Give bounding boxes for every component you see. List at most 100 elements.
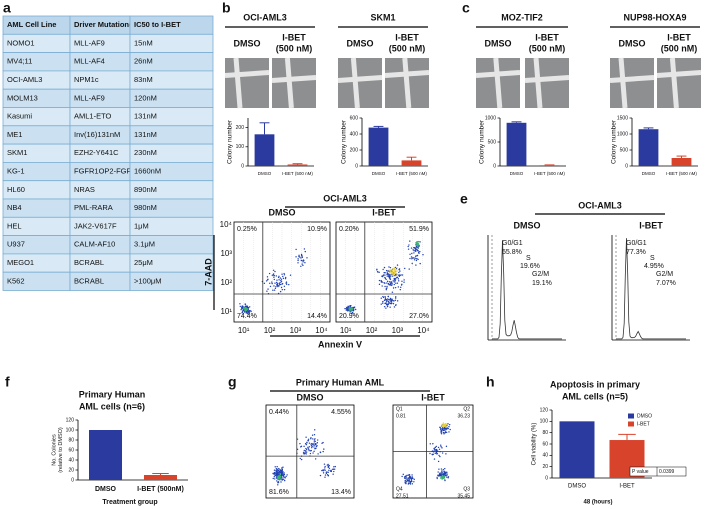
event-dot (280, 476, 282, 478)
event-dot (415, 243, 417, 246)
event-dot (376, 271, 379, 273)
x-tick-label: DMSO (95, 486, 117, 493)
error-bar (643, 127, 654, 130)
event-dot (433, 458, 436, 460)
event-dot (422, 254, 424, 256)
event-dot (326, 473, 329, 476)
group-title: Primary Human AML (296, 377, 385, 387)
phase-label: 55.8% (502, 249, 522, 256)
plot-title: I-BET (372, 207, 396, 217)
event-dot (351, 312, 353, 314)
event-dot (440, 468, 443, 470)
event-dot (281, 288, 284, 291)
event-dot (386, 282, 388, 284)
event-dot (444, 479, 446, 482)
event-dot (327, 465, 330, 468)
event-dot (394, 273, 396, 275)
event-dot (445, 445, 448, 448)
event-dot (281, 467, 283, 469)
event-dot (274, 478, 276, 480)
event-dot (281, 273, 283, 275)
event-dot (277, 276, 280, 279)
event-dot (332, 468, 335, 470)
bar (89, 430, 122, 480)
event-dot (325, 471, 328, 473)
plot-frame (265, 404, 355, 499)
event-dot (284, 477, 287, 479)
y-tick-label: 120 (66, 417, 75, 423)
event-dot (298, 254, 300, 257)
event-dot (396, 276, 399, 279)
event-dot (305, 449, 308, 451)
event-dot (384, 276, 386, 279)
table-text: U937 (7, 240, 25, 249)
event-dot (397, 274, 400, 276)
mesh-line (337, 75, 383, 83)
y-tick-label: 80 (542, 430, 548, 436)
event-dot (414, 257, 416, 259)
mesh-line (233, 57, 243, 109)
event-dot (418, 244, 420, 247)
event-dot (437, 474, 439, 477)
event-dot (435, 445, 438, 448)
event-dot (442, 431, 445, 434)
y-tick-label: 20 (68, 467, 74, 473)
event-dot (324, 465, 326, 468)
event-dot (244, 308, 247, 311)
x-tick-label: 10² (366, 326, 378, 335)
event-dot (378, 283, 381, 286)
event-dot (272, 477, 274, 480)
event-dot (283, 478, 285, 480)
event-dot (384, 296, 386, 298)
event-dot (417, 251, 420, 254)
event-dot (301, 263, 303, 265)
event-dot (415, 242, 417, 244)
event-dot (414, 247, 416, 249)
table-text: MLL-AF9 (74, 93, 105, 102)
event-dot (312, 452, 314, 454)
y-tick-label: 20 (542, 464, 548, 470)
event-dot (295, 248, 297, 251)
event-dot (397, 280, 400, 282)
y-axis-label: No. Colonies (51, 434, 57, 466)
event-dot (344, 307, 346, 310)
x-tick-label: 10¹ (238, 326, 250, 335)
event-dot (241, 306, 243, 309)
event-dot (414, 249, 417, 252)
event-dot (435, 448, 438, 451)
event-dot (276, 472, 278, 475)
x-tick-label: I-BET (500 nM) (282, 171, 313, 176)
quadrant-id: Q3 (463, 486, 470, 492)
phase-label: G2/M (532, 271, 549, 278)
condition-label: I-BET (667, 32, 691, 42)
event-dot (277, 484, 279, 486)
bar (506, 122, 527, 166)
event-dot (392, 287, 395, 289)
event-dot (443, 472, 445, 474)
event-dot (304, 250, 306, 253)
x-tick-label: DMSO (372, 171, 386, 176)
group-title: OCI-AML3 (578, 200, 622, 210)
event-dot (324, 467, 326, 469)
event-dot (413, 250, 415, 252)
event-dot (302, 452, 305, 454)
event-dot (387, 273, 390, 275)
event-dot (247, 306, 249, 309)
event-dot (393, 267, 396, 270)
event-dot (296, 448, 299, 451)
event-dot (314, 440, 316, 442)
table-text: Inv(16)131nM (74, 130, 120, 139)
event-dot (274, 466, 276, 468)
event-dot (330, 469, 332, 472)
x-tick-label: DMSO (258, 171, 272, 176)
event-dot (444, 432, 446, 434)
event-dot (277, 470, 279, 472)
table-text: MOLM13 (7, 93, 38, 102)
event-dot (322, 450, 324, 453)
event-dot (413, 247, 415, 249)
table-text: 1660nM (134, 167, 161, 176)
event-dot (314, 429, 316, 431)
event-dot (311, 434, 314, 436)
event-dot (299, 442, 301, 445)
